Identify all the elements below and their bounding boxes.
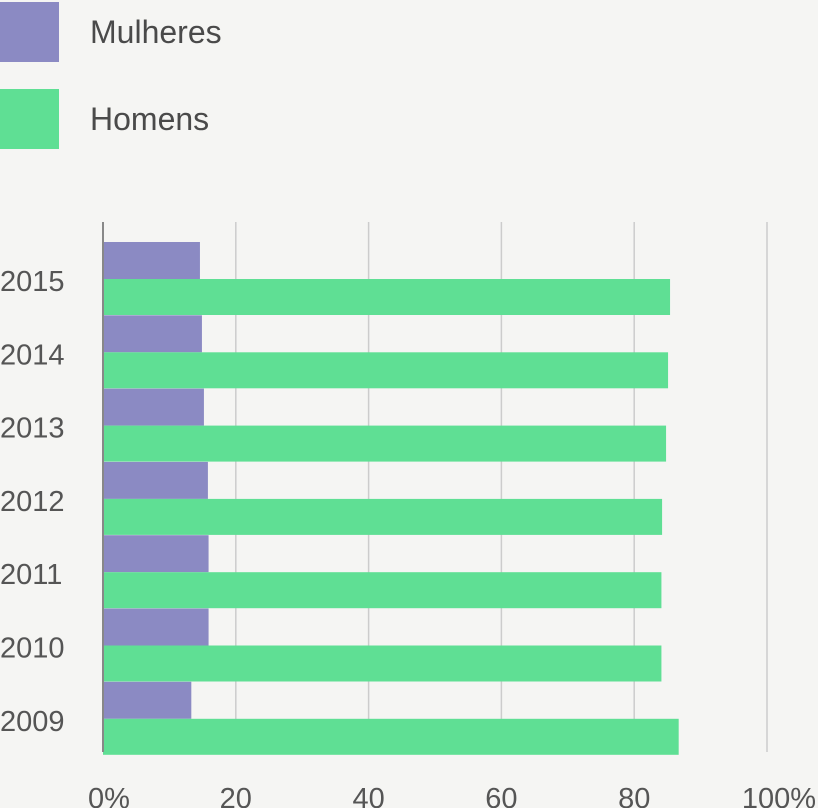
bar-homens-2011 <box>103 572 662 609</box>
bar-mulheres-2012 <box>103 461 208 499</box>
bar-homens-2014 <box>103 352 669 389</box>
bar-mulheres-2011 <box>103 535 209 573</box>
x-tick-label: 40 <box>352 783 384 808</box>
y-tick-label: 2014 <box>0 339 65 371</box>
x-tick-label: 100% <box>742 783 816 808</box>
y-tick-label: 2012 <box>0 486 65 518</box>
y-tick-label: 2013 <box>0 413 65 445</box>
bar-homens-2013 <box>103 425 667 462</box>
bar-mulheres-2010 <box>103 608 209 646</box>
legend-item-homens: Homens <box>0 89 209 149</box>
bar-mulheres-2014 <box>103 315 202 353</box>
bar-mulheres-2015 <box>103 242 200 279</box>
legend-swatch-homens <box>0 89 59 149</box>
bar-homens-2012 <box>103 498 663 535</box>
bar-homens-2015 <box>103 279 671 315</box>
x-tick-label: 0% <box>88 783 130 808</box>
y-tick-label: 2009 <box>0 706 65 738</box>
bar-homens-2009 <box>103 718 679 755</box>
legend-item-mulheres: Mulheres <box>0 2 222 62</box>
x-tick-label: 60 <box>485 783 517 808</box>
y-tick-label: 2015 <box>0 266 65 298</box>
y-tick-label: 2010 <box>0 633 65 665</box>
legend-swatch-mulheres <box>0 2 59 62</box>
bar-homens-2010 <box>103 645 662 682</box>
x-tick-label: 80 <box>618 783 650 808</box>
x-tick-label: 20 <box>220 783 252 808</box>
legend-label-mulheres: Mulheres <box>90 13 222 50</box>
bar-mulheres-2013 <box>103 388 204 426</box>
bar-mulheres-2009 <box>103 681 192 719</box>
y-tick-label: 2011 <box>0 559 62 591</box>
legend-label-homens: Homens <box>90 100 210 137</box>
